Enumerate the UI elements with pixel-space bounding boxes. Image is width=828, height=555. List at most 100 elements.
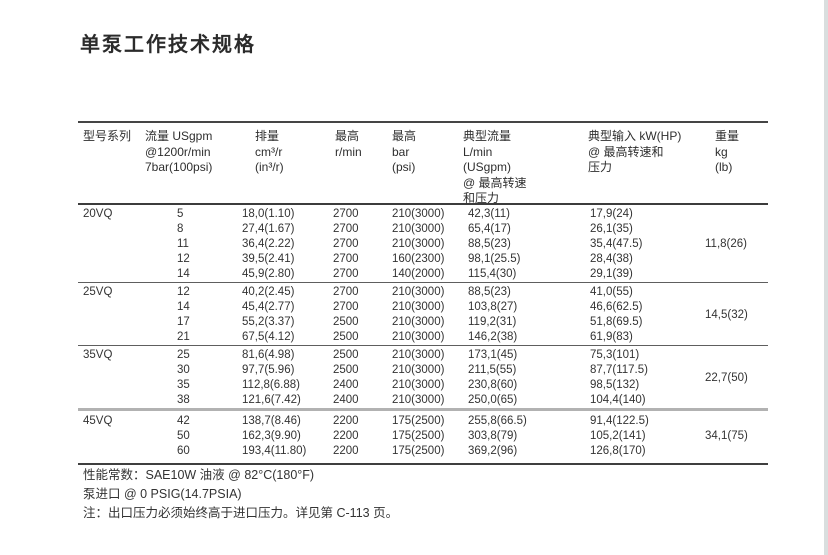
table-cell: 25 — [177, 349, 190, 361]
column-header-model-series: 型号系列 — [78, 129, 145, 207]
table-cell: 126,8(170) — [590, 445, 646, 457]
table-cell: 91,4(122.5) — [590, 415, 649, 427]
table-cell: 27,4(1.67) — [242, 223, 295, 235]
column-header-typical-flow: 典型流量 L/min (USgpm) @ 最高转速 和压力 — [463, 129, 588, 207]
table-cell: 18,0(1.10) — [242, 208, 295, 220]
column-header-line: (psi) — [392, 160, 416, 174]
table-cell: 21 — [177, 331, 190, 343]
table-cell: 88,5(23) — [468, 238, 511, 250]
table-cell: 210(3000) — [392, 301, 445, 313]
footnote-performance-constants: 性能常数：SAE10W 油液 @ 82°C(180°F) — [83, 468, 315, 482]
table-cell: 5 — [177, 208, 184, 220]
column-header-line: r/min — [335, 144, 362, 159]
model-group-20VQ: 20VQ 5 18,0(1.10) 2700 210(3000) 42,3(11) 17,9… — [78, 205, 768, 283]
spec-table: 型号系列 流量 USgpm @1200r/min 7bar(100psi) 排量 cm³/… — [78, 121, 768, 465]
footnotes: 性能常数：SAE10W 油液 @ 82°C(180°F) 泵进口 @ 0 PSI… — [83, 466, 398, 523]
table-cell: 250,0(65) — [468, 394, 518, 406]
table-cell: 119,2(31) — [468, 316, 517, 328]
table-cell: 88,5(23) — [468, 286, 511, 298]
table-body: 20VQ 5 18,0(1.10) 2700 210(3000) 42,3(11) 17,9… — [78, 205, 768, 463]
table-cell: 2200 — [333, 415, 359, 427]
table-cell: 98,1(25.5) — [468, 253, 521, 265]
table-cell: 42,3(11) — [468, 208, 510, 220]
table-cell: 26,1(35) — [590, 223, 633, 235]
column-header-line: 7bar(100psi) — [145, 160, 213, 174]
table-cell: 140(2000) — [392, 268, 445, 280]
column-header-line: 重量 — [715, 129, 740, 143]
table-cell: 42 — [177, 415, 190, 427]
table-cell: 81,6(4.98) — [242, 349, 295, 361]
table-cell: 17 — [177, 316, 190, 328]
table-cell: 210(3000) — [392, 349, 445, 361]
table-cell: 2700 — [333, 238, 359, 250]
footnote-outlet-pressure: 注：出口压力必须始终高于进口压力。详见第 C-113 页。 — [83, 506, 399, 520]
table-cell: 50 — [177, 430, 190, 442]
column-header-line: (in³/r) — [255, 160, 284, 174]
column-header-line: 最高 — [392, 129, 417, 143]
table-cell: 160(2300) — [392, 253, 445, 265]
column-header-line: 排量 — [255, 129, 280, 143]
column-header-line: 最高 — [335, 129, 360, 143]
table-cell: 51,8(69.5) — [590, 316, 643, 328]
model-label: 25VQ — [83, 286, 113, 298]
footnote-pump-inlet: 泵进口 @ 0 PSIG(14.7PSIA) — [83, 487, 242, 501]
table-cell: 12 — [177, 253, 190, 265]
column-header-displacement: 排量 cm³/r (in³/r) — [242, 129, 333, 207]
table-cell: 210(3000) — [392, 238, 445, 250]
table-cell: 61,9(83) — [590, 331, 633, 343]
table-cell: 211,5(55) — [468, 364, 517, 376]
table-cell: 121,6(7.42) — [242, 394, 301, 406]
column-header-line: L/min — [463, 144, 493, 159]
table-cell: 175(2500) — [392, 430, 445, 442]
table-cell: 2200 — [333, 430, 359, 442]
table-cell: 38 — [177, 394, 190, 406]
column-header-weight: 重量 kg (lb) — [705, 129, 768, 207]
table-cell: 210(3000) — [392, 394, 445, 406]
table-cell: 35,4(47.5) — [590, 238, 643, 250]
table-cell: 2700 — [333, 268, 359, 280]
column-header-line: @ 最高转速和 — [588, 144, 664, 159]
table-cell: 146,2(38) — [468, 331, 518, 343]
model-group-45VQ: 45VQ 42 138,7(8.46) 2200 175(2500) 255,8(66.5… — [78, 411, 768, 463]
table-cell: 2500 — [333, 316, 359, 328]
table-cell: 14 — [177, 268, 190, 280]
table-cell: 41,0(55) — [590, 286, 633, 298]
table-cell: 2700 — [333, 286, 359, 298]
column-header-max-pressure: 最高 bar (psi) — [385, 129, 463, 207]
table-cell: 162,3(9.90) — [242, 430, 301, 442]
column-header-line: @ 最高转速 — [463, 175, 527, 190]
table-cell: 193,4(11.80) — [242, 445, 307, 457]
model-label: 20VQ — [83, 208, 113, 220]
table-cell: 2400 — [333, 394, 359, 406]
weight-cell: 22,7(50) — [705, 371, 748, 384]
table-cell: 210(3000) — [392, 364, 445, 376]
page-title: 单泵工作技术规格 — [80, 34, 256, 56]
weight-cell: 14,5(32) — [705, 308, 748, 321]
table-cell: 2700 — [333, 301, 359, 313]
table-cell: 67,5(4.12) — [242, 331, 295, 343]
column-header-line: cm³/r — [255, 144, 283, 159]
model-label: 45VQ — [83, 415, 113, 427]
column-header-line: @1200r/min — [145, 144, 211, 159]
model-label: 35VQ — [83, 349, 113, 361]
table-cell: 39,5(2.41) — [242, 253, 295, 265]
column-header-line: 型号系列 — [83, 129, 132, 143]
table-cell: 75,3(101) — [590, 349, 640, 361]
table-cell: 28,4(38) — [590, 253, 633, 265]
table-cell: 210(3000) — [392, 379, 445, 391]
table-cell: 210(3000) — [392, 208, 445, 220]
table-cell: 46,6(62.5) — [590, 301, 643, 313]
weight-cell: 11,8(26) — [705, 238, 747, 250]
table-cell: 210(3000) — [392, 331, 445, 343]
table-cell: 210(3000) — [392, 316, 445, 328]
table-cell: 2400 — [333, 379, 359, 391]
table-cell: 14 — [177, 301, 190, 313]
weight-cell: 34,1(75) — [705, 430, 748, 442]
table-cell: 98,5(132) — [590, 379, 640, 391]
model-group-35VQ: 35VQ 25 81,6(4.98) 2500 210(3000) 173,1(45) 75… — [78, 346, 768, 411]
column-header-line: (USgpm) — [463, 160, 512, 174]
column-header-line: kg — [715, 144, 728, 159]
table-cell: 60 — [177, 445, 190, 457]
table-cell: 303,8(79) — [468, 430, 518, 442]
column-header-max-speed: 最高 r/min — [333, 129, 385, 207]
